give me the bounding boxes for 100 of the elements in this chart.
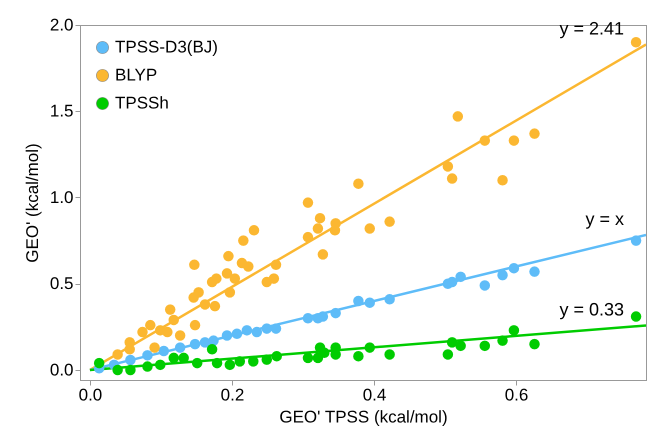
point (268, 273, 280, 284)
point (302, 232, 314, 242)
x-axis-title: GEO' TPSS (kcal/mol) (279, 408, 448, 426)
point (192, 358, 202, 368)
point (497, 270, 508, 280)
point (206, 344, 218, 355)
point (234, 356, 246, 367)
point (318, 311, 328, 322)
y-tick-label: 1.5 (50, 102, 74, 121)
point (497, 175, 508, 186)
point (174, 330, 186, 341)
point (232, 328, 242, 340)
point (137, 326, 148, 338)
point (248, 356, 259, 367)
point (124, 344, 135, 355)
y-axis-title: GEO' (kcal/mol) (22, 143, 42, 263)
point (508, 325, 520, 336)
point (248, 225, 260, 236)
point (270, 260, 282, 270)
point (508, 262, 520, 274)
point (312, 223, 324, 234)
point (224, 287, 236, 298)
point (630, 311, 642, 322)
x-tick-label: 0.2 (220, 386, 244, 404)
point (212, 358, 222, 368)
point (222, 330, 232, 341)
point (125, 354, 136, 366)
point (384, 349, 395, 360)
point (497, 335, 508, 346)
point (142, 361, 153, 372)
y-tick-label: 1.0 (50, 188, 74, 207)
point (211, 273, 222, 284)
point (190, 338, 200, 350)
point (262, 323, 272, 334)
point (168, 314, 179, 326)
point (319, 348, 330, 358)
y-tick-label: 0.5 (50, 274, 74, 294)
point (364, 223, 375, 234)
point (174, 342, 186, 353)
point (455, 340, 466, 352)
point (480, 340, 490, 352)
point (318, 249, 328, 260)
point (529, 128, 540, 139)
legend-label: BLYP (115, 66, 158, 84)
point (271, 350, 282, 362)
point (442, 161, 454, 172)
point (238, 235, 249, 246)
point (508, 135, 520, 146)
point (230, 273, 240, 284)
point (112, 364, 123, 376)
point (364, 342, 375, 353)
point (252, 326, 262, 338)
point (353, 178, 364, 189)
point (208, 335, 219, 346)
point (94, 358, 104, 368)
point (314, 212, 326, 224)
point (330, 308, 341, 318)
point (446, 173, 458, 184)
point (302, 197, 314, 208)
point (155, 360, 166, 370)
point (158, 346, 170, 356)
point (455, 272, 466, 282)
point (384, 216, 395, 227)
point (149, 342, 160, 353)
point (125, 364, 136, 376)
point (223, 250, 234, 262)
point (302, 313, 314, 324)
point (353, 296, 364, 306)
x-tick-label: 0.0 (78, 386, 102, 404)
point (168, 352, 179, 364)
y-tick-label: 0.0 (50, 360, 74, 380)
x-tick-label: 0.4 (362, 386, 386, 404)
point (270, 323, 282, 334)
point (353, 350, 364, 362)
point (142, 350, 153, 361)
point (162, 326, 173, 338)
point (442, 349, 454, 360)
point (200, 337, 210, 348)
point (302, 352, 314, 364)
point (210, 300, 220, 312)
point (630, 37, 642, 48)
point (262, 354, 272, 365)
point (446, 337, 458, 348)
point (189, 260, 200, 270)
point (384, 294, 395, 305)
point (200, 299, 210, 310)
legend-label: TPSSh (115, 94, 169, 112)
point (112, 349, 123, 360)
point (529, 338, 540, 350)
point (480, 135, 490, 146)
point (222, 268, 232, 279)
point (529, 266, 540, 277)
series-label: y = 0.33 (559, 299, 624, 320)
point (446, 276, 458, 288)
point (224, 360, 236, 370)
point (364, 297, 375, 308)
point (243, 261, 254, 272)
point (452, 111, 464, 122)
y-tick-label: 2.0 (50, 16, 74, 34)
legend-label: TPSS-D3(BJ) (115, 38, 218, 56)
